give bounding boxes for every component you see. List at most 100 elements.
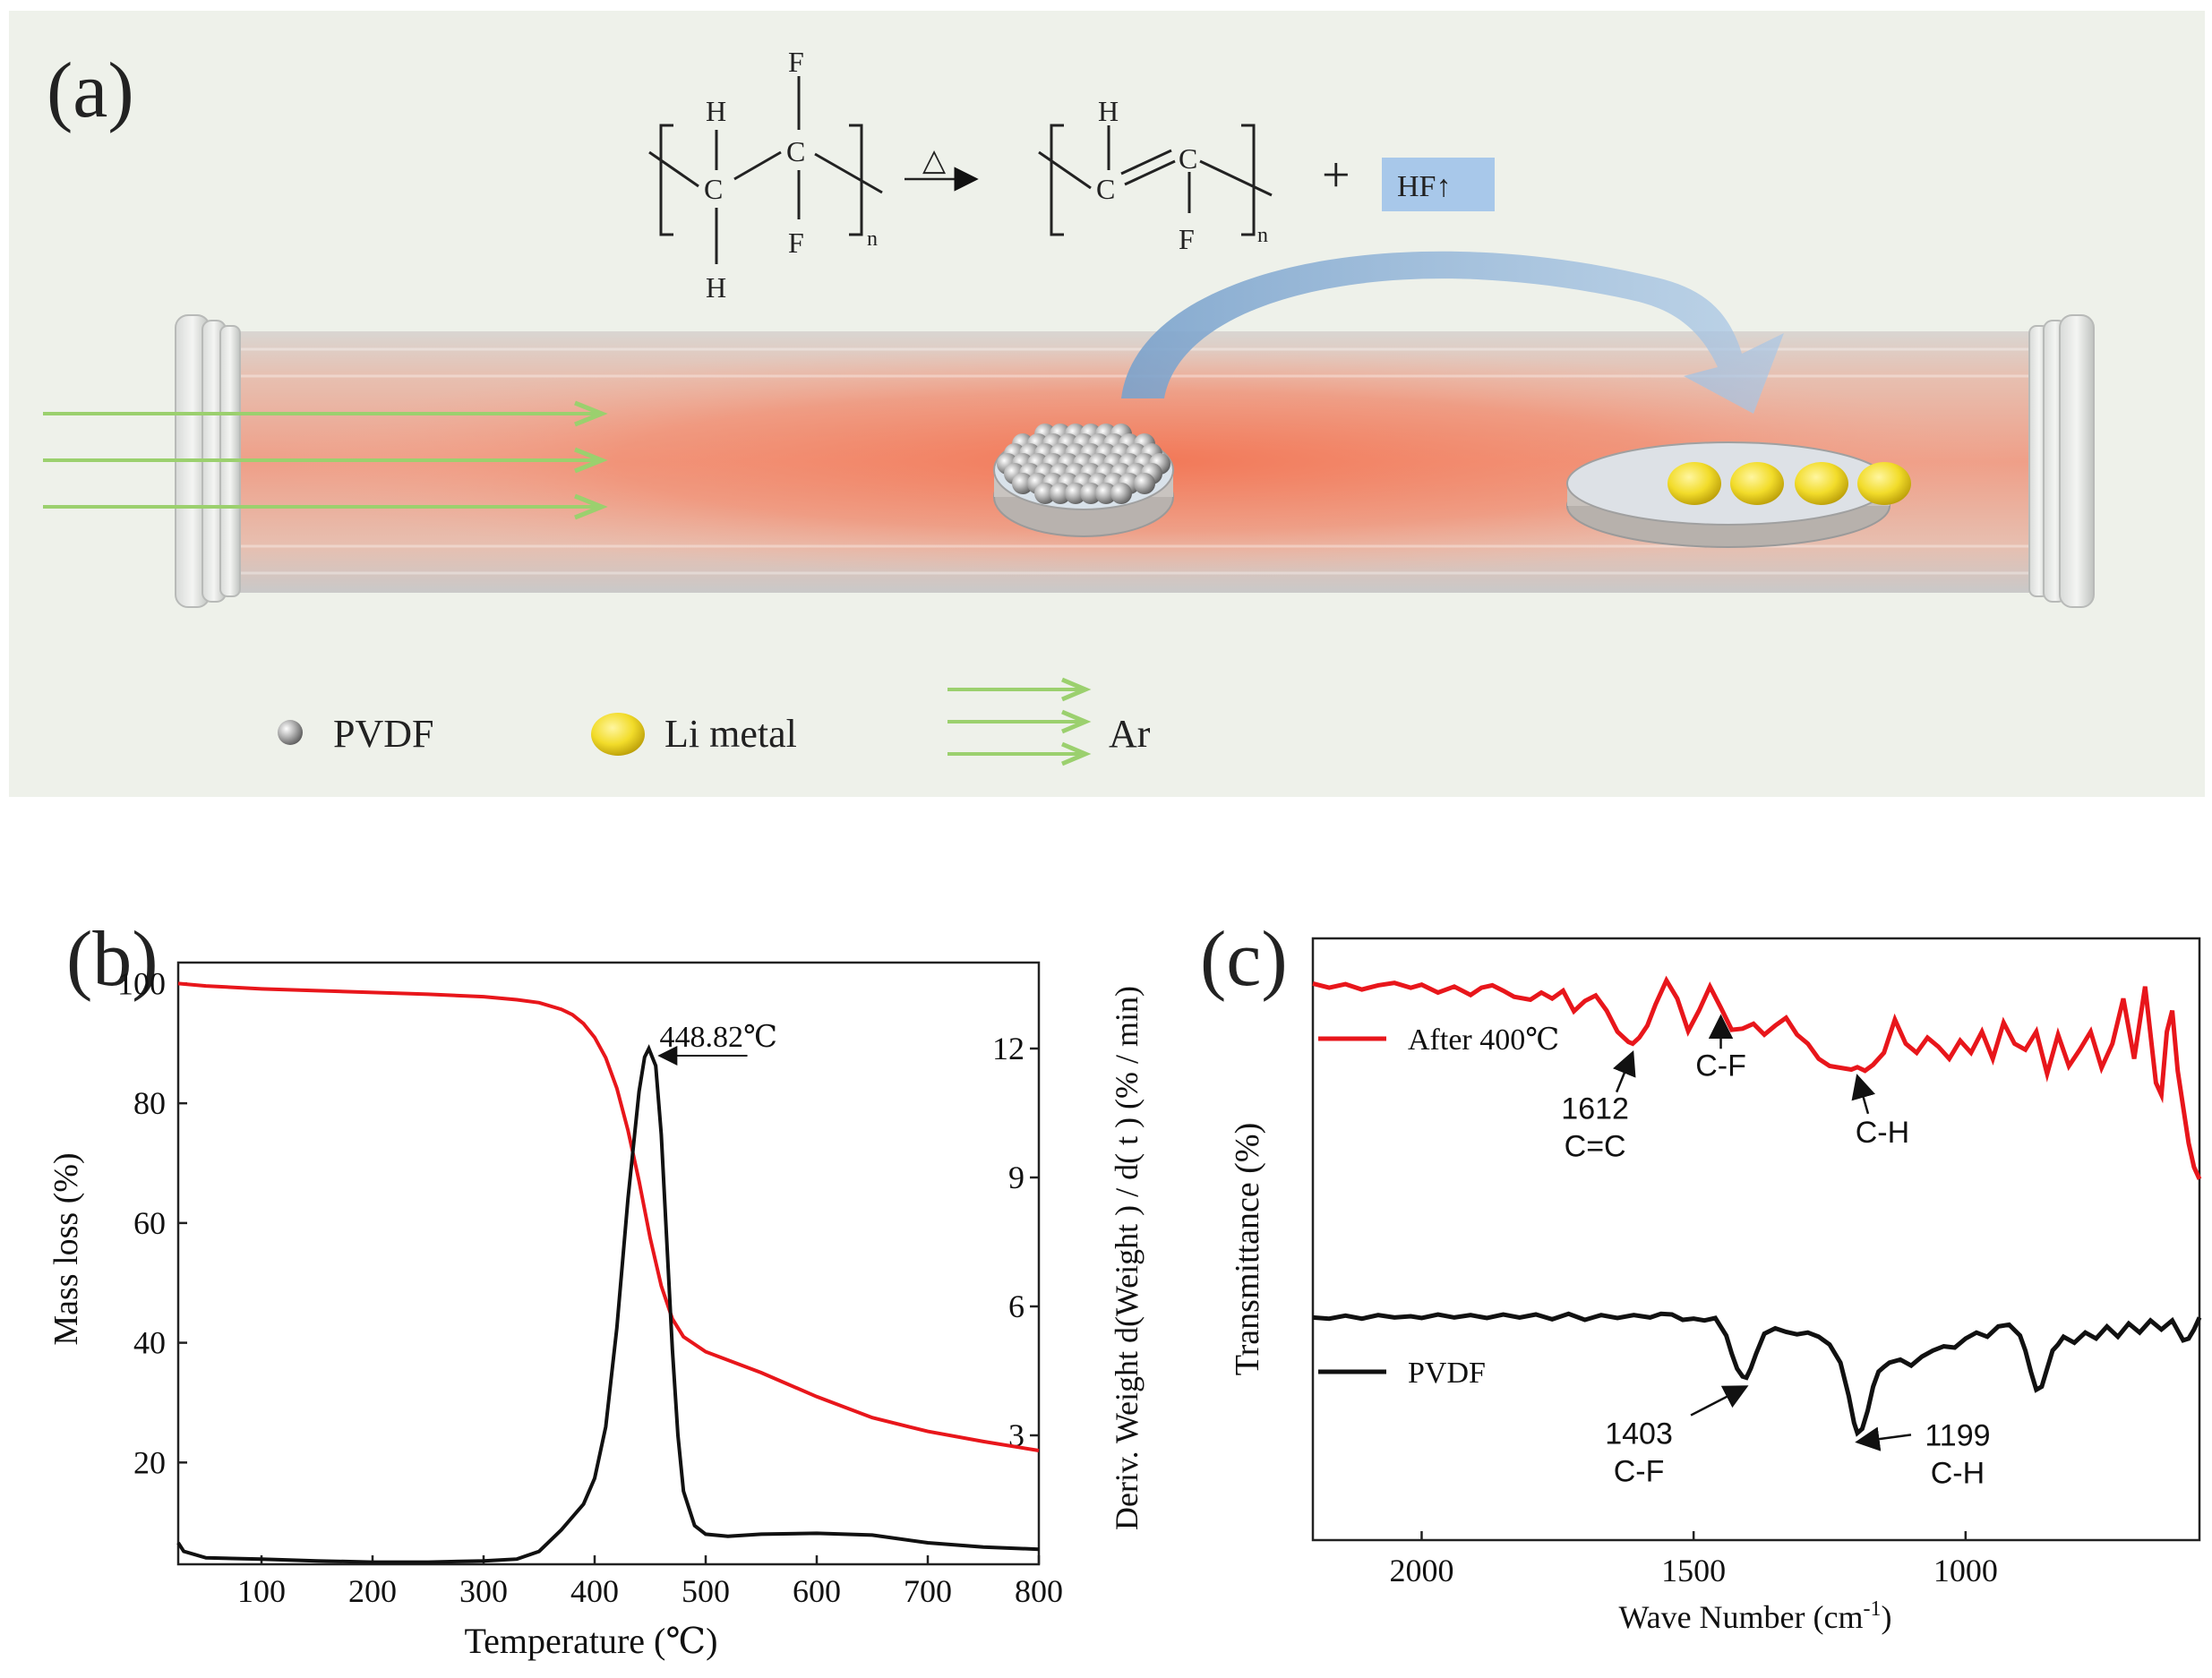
panel-c-ftir-chart: (c) 2000 1500 1000 After 400℃ PVDF 1612 C=C… [1200, 916, 2202, 1635]
pvdf-sphere [1134, 473, 1155, 494]
legend-pvdf-label: PVDF [1408, 1357, 1486, 1390]
panel-a-legend: PVDF Li metal Ar [278, 677, 1151, 766]
x-tick-label: 2000 [1389, 1553, 1453, 1588]
plot-frame [1311, 937, 2201, 1542]
pvdf-sphere [1034, 483, 1056, 504]
x-axis-title: Wave Number (cm-1) [1619, 1597, 1892, 1635]
x-axis: 100 200 300 400 500 600 700 800 [237, 1555, 1063, 1609]
y2-tick-label: 3 [1008, 1417, 1025, 1453]
pvdf-sphere [1080, 483, 1102, 504]
y-tick-label: 40 [133, 1325, 166, 1361]
annotation-arrow [1690, 1385, 1749, 1417]
pvdf-sample-dish [993, 424, 1174, 537]
annotation-arrow [1855, 1426, 1912, 1451]
x-tick-label: 500 [682, 1573, 730, 1609]
peak-annotation-label: 448.82℃ [660, 1021, 778, 1054]
x-tick-label: 600 [793, 1573, 841, 1609]
x-tick-label: 400 [570, 1573, 619, 1609]
double-bond [1124, 159, 1176, 186]
atom-f-bottom: F [788, 227, 804, 259]
legend-li-label: Li metal [664, 712, 797, 756]
product-bracket-left [1050, 124, 1064, 236]
li-disk [1668, 462, 1721, 505]
repeat-n-reactant: n [867, 227, 878, 251]
plus-sign: + [1322, 148, 1350, 203]
annotation-arrow [1851, 1074, 1875, 1115]
y-tick-label: 20 [133, 1444, 166, 1480]
annotation-label: 1403 [1605, 1417, 1673, 1451]
annotation-label: C-F [1614, 1455, 1665, 1489]
hf-flow-arrow [1121, 251, 1784, 414]
x-tick-label: 800 [1015, 1573, 1063, 1609]
x-tick-label: 300 [459, 1573, 508, 1609]
hf-box [1382, 158, 1495, 211]
atom-c-right: C [786, 135, 805, 167]
x-axis: 2000 1500 1000 [1389, 1531, 1998, 1588]
bond [648, 150, 699, 188]
annotation-label: 1612 [1561, 1092, 1629, 1126]
x-tick-label: 700 [904, 1573, 952, 1609]
y2-tick-label: 6 [1008, 1288, 1025, 1324]
li-metal-dish [1566, 441, 1911, 548]
pvdf-sphere-icon [278, 720, 303, 745]
series-mass-loss-line [177, 981, 1040, 1452]
double-bond [1120, 149, 1172, 176]
series-deriv-weight-line [176, 1044, 1040, 1564]
legend-pvdf-label: PVDF [333, 712, 434, 756]
li-disk [1857, 462, 1911, 505]
atom-c-right: C [1179, 142, 1197, 175]
y-tick-label: 60 [133, 1205, 166, 1241]
atom-c-left: C [1096, 173, 1115, 205]
heat-symbol: △ [922, 144, 947, 177]
bond [1038, 150, 1092, 190]
legend-ar-label: Ar [1109, 712, 1151, 756]
y-axis-left: 20 40 60 80 100 [117, 965, 187, 1480]
annotation-label: 1199 [1925, 1418, 1990, 1452]
atom-c-left: C [704, 173, 723, 205]
tube-cap-right [2059, 314, 2095, 608]
y-tick-label: 80 [133, 1085, 166, 1121]
series-pvdf-line [1312, 1311, 2202, 1437]
reaction-scheme: H C H F C F n △ H C C F n + H [648, 46, 1495, 304]
atom-h-bottom: H [706, 271, 726, 304]
panel-c-label: (c) [1200, 916, 1288, 1003]
y-axis-right: 3 6 9 12 [992, 1031, 1039, 1453]
pvdf-sphere [1065, 483, 1086, 504]
y-axis-right-title: Deriv. Weight d(Weight ) / d( t ) (% / m… [1109, 986, 1145, 1530]
annotation-label: C=C [1565, 1130, 1626, 1164]
reactant-bracket-left [659, 124, 673, 236]
panel-a-schematic: (a) H C H F C F n △ [9, 11, 2205, 797]
panel-a-label: (a) [47, 47, 134, 134]
annotation-label: C-H [1931, 1456, 1985, 1490]
plot-frame [176, 961, 1041, 1566]
annotation-arrow [1613, 1050, 1636, 1093]
atom-f: F [1179, 223, 1195, 255]
bond [814, 152, 883, 194]
panel-b-label: (b) [66, 916, 159, 1003]
annotation-label: C-F [1695, 1049, 1746, 1083]
legend: After 400℃ PVDF [1318, 1023, 1559, 1390]
y-tick-label: 100 [117, 965, 166, 1001]
x-tick-label: 100 [237, 1573, 286, 1609]
pvdf-sphere [1110, 483, 1132, 504]
pvdf-sphere [1050, 483, 1071, 504]
panel-b-tga-chart: (b) 100 200 300 400 500 600 700 800 20 40 60 80 100… [47, 916, 1145, 1661]
y-axis-title: Transmittance (%) [1229, 1123, 1266, 1375]
atom-h-top: H [706, 95, 726, 127]
hf-label: HF↑ [1397, 170, 1451, 203]
atom-f-top: F [788, 46, 804, 78]
argon-flow-arrows-icon [43, 400, 608, 520]
x-tick-label: 200 [348, 1573, 397, 1609]
atom-h: H [1098, 95, 1119, 127]
x-tick-label: 1500 [1661, 1553, 1726, 1588]
bond [733, 150, 782, 181]
y-axis-left-title: Mass loss (%) [47, 1152, 85, 1345]
x-tick-label: 1000 [1933, 1553, 1998, 1588]
x-axis-title: Temperature (℃) [465, 1621, 718, 1661]
pvdf-sphere [1012, 473, 1033, 494]
y2-tick-label: 12 [992, 1031, 1025, 1066]
argon-flow-arrows-icon [947, 677, 1092, 766]
li-disk [1795, 462, 1848, 505]
